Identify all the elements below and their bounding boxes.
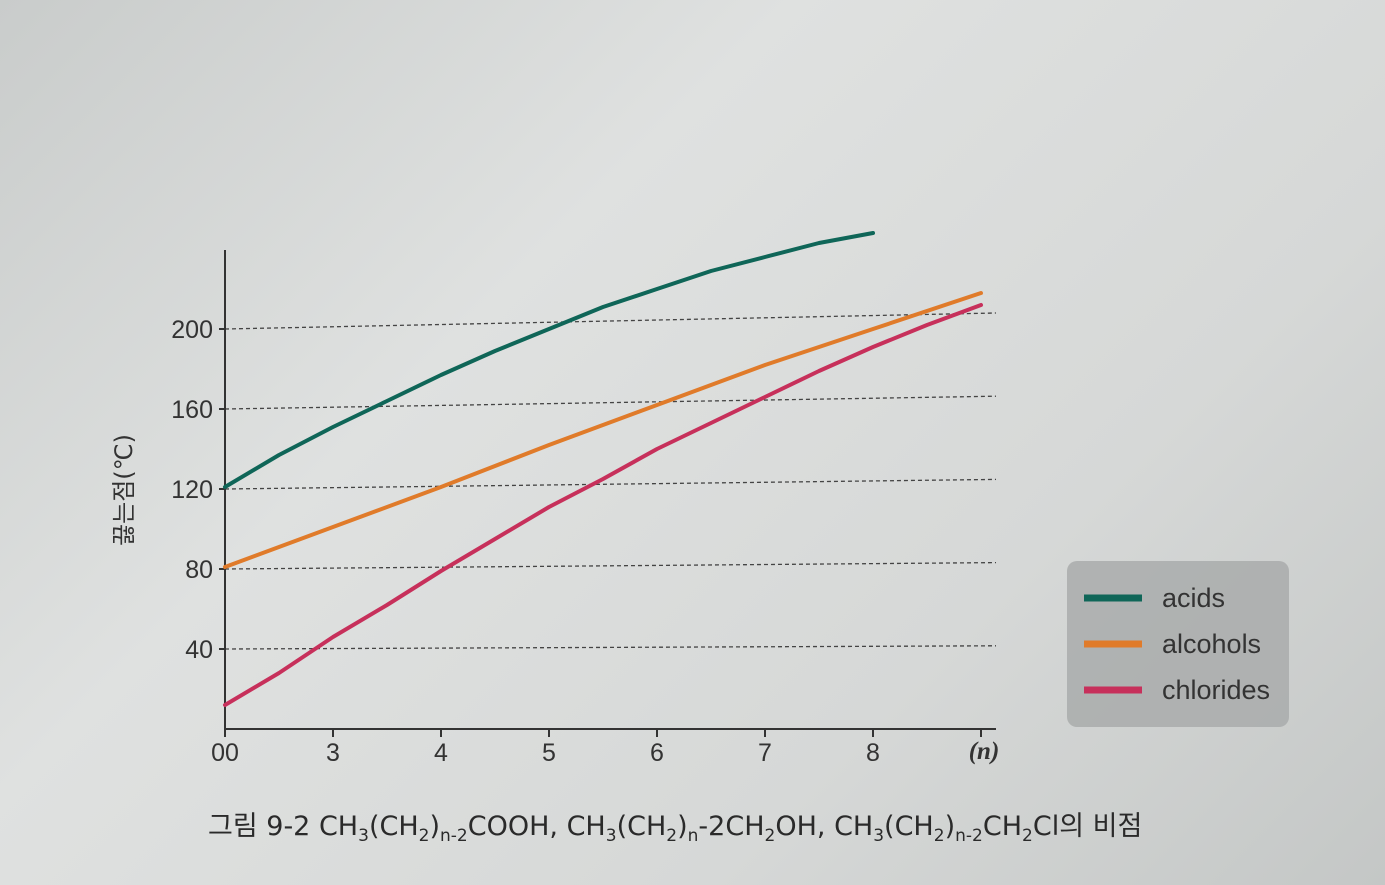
y-tick-label: 200 xyxy=(171,316,213,344)
y-tick-label: 80 xyxy=(185,556,213,584)
x-tick-label: 7 xyxy=(758,739,772,767)
series-line-acids xyxy=(223,231,875,489)
series-lines xyxy=(223,231,983,707)
y-axis-label: 끓는점(℃) xyxy=(110,434,138,546)
x-tick-label: 5 xyxy=(542,739,556,767)
gridline xyxy=(224,645,997,650)
legend-label-acids: acids xyxy=(1162,583,1225,613)
legend: acids alcohols chlorides xyxy=(1067,561,1289,727)
x-tick-label: 3 xyxy=(326,739,340,767)
figure-caption: 그림 9-2 CH3(CH2)n-2COOH, CH3(CH2)n-2CH2OH… xyxy=(208,811,1142,846)
x-tick-label: 6 xyxy=(650,739,664,767)
legend-label-alcohols: alcohols xyxy=(1162,629,1261,659)
x-tick-label: 8 xyxy=(866,739,880,767)
gridline xyxy=(224,395,997,410)
series-line-alcohols xyxy=(223,291,983,569)
y-ticks: 40 80 120 160 200 xyxy=(171,316,225,664)
axes xyxy=(224,250,996,730)
legend-label-chlorides: chlorides xyxy=(1162,675,1270,705)
legend-box xyxy=(1067,561,1289,727)
x-axis-label: (n) xyxy=(969,738,1000,765)
x-ticks: 00 3 4 5 6 7 8 xyxy=(211,729,982,767)
gridline xyxy=(224,312,997,330)
x-tick-label: 00 xyxy=(211,739,239,767)
x-tick-label: 4 xyxy=(434,739,448,767)
series-line-chlorides xyxy=(223,303,983,707)
gridlines xyxy=(224,312,997,650)
y-tick-label: 40 xyxy=(185,636,213,664)
y-tick-label: 120 xyxy=(171,476,213,504)
gridline xyxy=(224,478,997,490)
y-tick-label: 160 xyxy=(171,396,213,424)
gridline xyxy=(224,561,997,570)
